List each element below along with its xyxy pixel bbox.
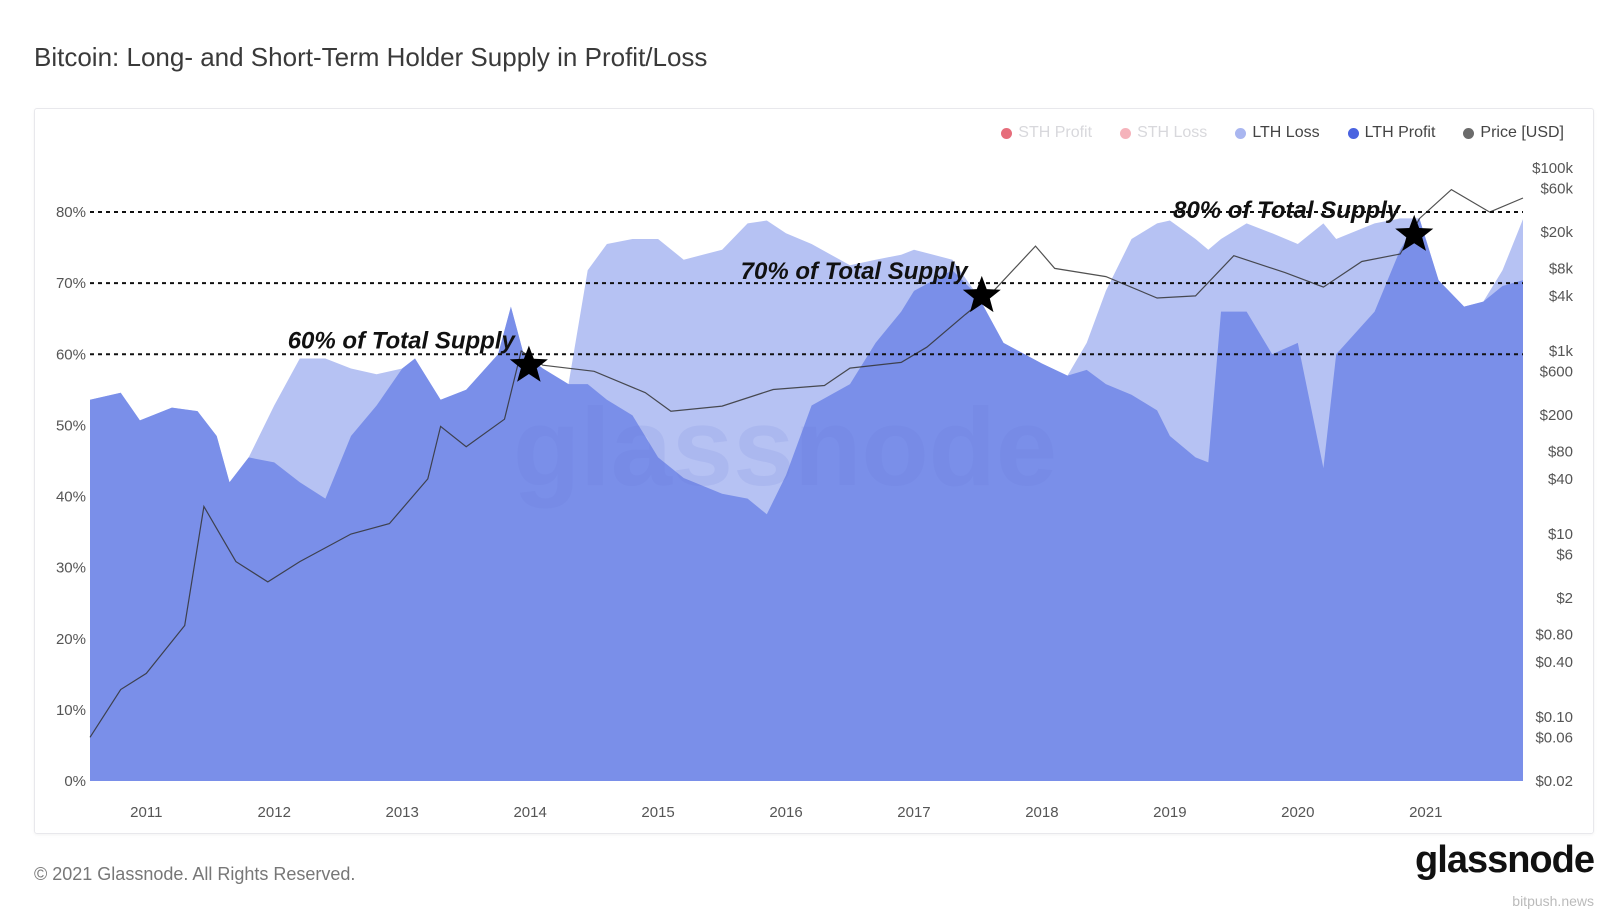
x-tick-label: 2011: [130, 804, 162, 821]
y-right-tick-label: $0.80: [1535, 626, 1573, 643]
y-right-tick-label: $8k: [1549, 260, 1574, 277]
star-icon: [509, 345, 548, 382]
y-right-tick-label: $1k: [1549, 343, 1574, 360]
legend-item-sth-loss[interactable]: STH Loss: [1120, 124, 1207, 142]
y-right-tick-label: $0.40: [1535, 654, 1573, 671]
y-left-tick-label: 70%: [56, 275, 86, 292]
y-left-tick-label: 50%: [56, 417, 86, 434]
legend: STH Profit STH Loss LTH Loss LTH Profit Pric…: [1001, 124, 1564, 142]
x-tick-label: 2014: [513, 804, 546, 821]
y-left-tick-label: 0%: [64, 773, 86, 790]
y-left-tick-label: 20%: [56, 631, 86, 648]
annotation-label: 80% of Total Supply: [1173, 197, 1402, 224]
y-right-tick-label: $60k: [1540, 180, 1573, 197]
legend-dot-icon: [1347, 127, 1359, 139]
y-right-tick-label: $4k: [1549, 288, 1574, 305]
copyright: © 2021 Glassnode. All Rights Reserved.: [34, 864, 356, 884]
y-right-tick-label: $0.02: [1535, 773, 1573, 790]
y-right-tick-label: $0.10: [1535, 709, 1573, 726]
legend-label: STH Loss: [1137, 124, 1208, 141]
x-tick-label: 2018: [1025, 804, 1058, 821]
x-tick-label: 2012: [258, 804, 291, 821]
y-right-tick-label: $20k: [1540, 224, 1573, 241]
y-right-tick-label: $80: [1548, 443, 1573, 460]
x-tick-label: 2015: [641, 804, 674, 821]
star-icon: [1395, 214, 1434, 251]
chart-title: Bitcoin: Long- and Short-Term Holder Sup…: [34, 42, 708, 72]
x-tick-label: 2017: [897, 804, 930, 821]
legend-item-lth-loss[interactable]: LTH Loss: [1235, 124, 1320, 142]
legend-label: LTH Loss: [1252, 124, 1320, 141]
y-left-tick-label: 80%: [56, 204, 86, 221]
watermark: glassnode: [513, 386, 1057, 509]
chart-card: [34, 108, 1594, 834]
x-tick-label: 2020: [1281, 804, 1314, 821]
y-right-tick-label: $2: [1556, 590, 1573, 607]
y-right-tick-label: $100k: [1532, 160, 1573, 177]
y-right-tick-label: $0.06: [1535, 729, 1573, 746]
legend-item-price-usd[interactable]: Price [USD]: [1463, 124, 1564, 142]
x-tick-label: 2019: [1153, 804, 1186, 821]
legend-dot-icon: [1001, 127, 1013, 139]
legend-label: Price [USD]: [1480, 124, 1564, 141]
legend-dot-icon: [1120, 127, 1132, 139]
annotation-label: 70% of Total Supply: [741, 258, 970, 285]
bitpush-watermark: bitpush.news: [1512, 893, 1594, 909]
lth-profit-area: [90, 218, 1523, 781]
legend-item-sth-profit[interactable]: STH Profit: [1001, 124, 1092, 142]
legend-dot-icon: [1463, 127, 1475, 139]
annotation-label: 60% of Total Supply: [288, 328, 517, 355]
y-left-tick-label: 10%: [56, 702, 86, 719]
y-right-tick-label: $10: [1548, 526, 1573, 543]
legend-item-lth-profit[interactable]: LTH Profit: [1347, 124, 1436, 142]
y-right-tick-label: $600: [1540, 363, 1573, 380]
star-icon: [962, 275, 1001, 313]
y-right-tick-label: $6: [1556, 546, 1573, 563]
y-right-tick-label: $40: [1548, 471, 1573, 488]
y-left-tick-label: 30%: [56, 560, 86, 577]
y-left-tick-label: 40%: [56, 489, 86, 506]
y-right-tick-label: $200: [1540, 407, 1573, 424]
x-tick-label: 2016: [769, 804, 802, 821]
x-tick-label: 2013: [386, 804, 419, 821]
y-left-tick-label: 60%: [56, 346, 86, 363]
legend-label: LTH Profit: [1364, 124, 1436, 141]
legend-label: STH Profit: [1018, 124, 1093, 141]
glassnode-logo: glassnode: [1415, 839, 1595, 881]
x-tick-label: 2021: [1409, 804, 1442, 821]
price-line: [89, 188, 1524, 738]
legend-dot-icon: [1235, 127, 1247, 139]
